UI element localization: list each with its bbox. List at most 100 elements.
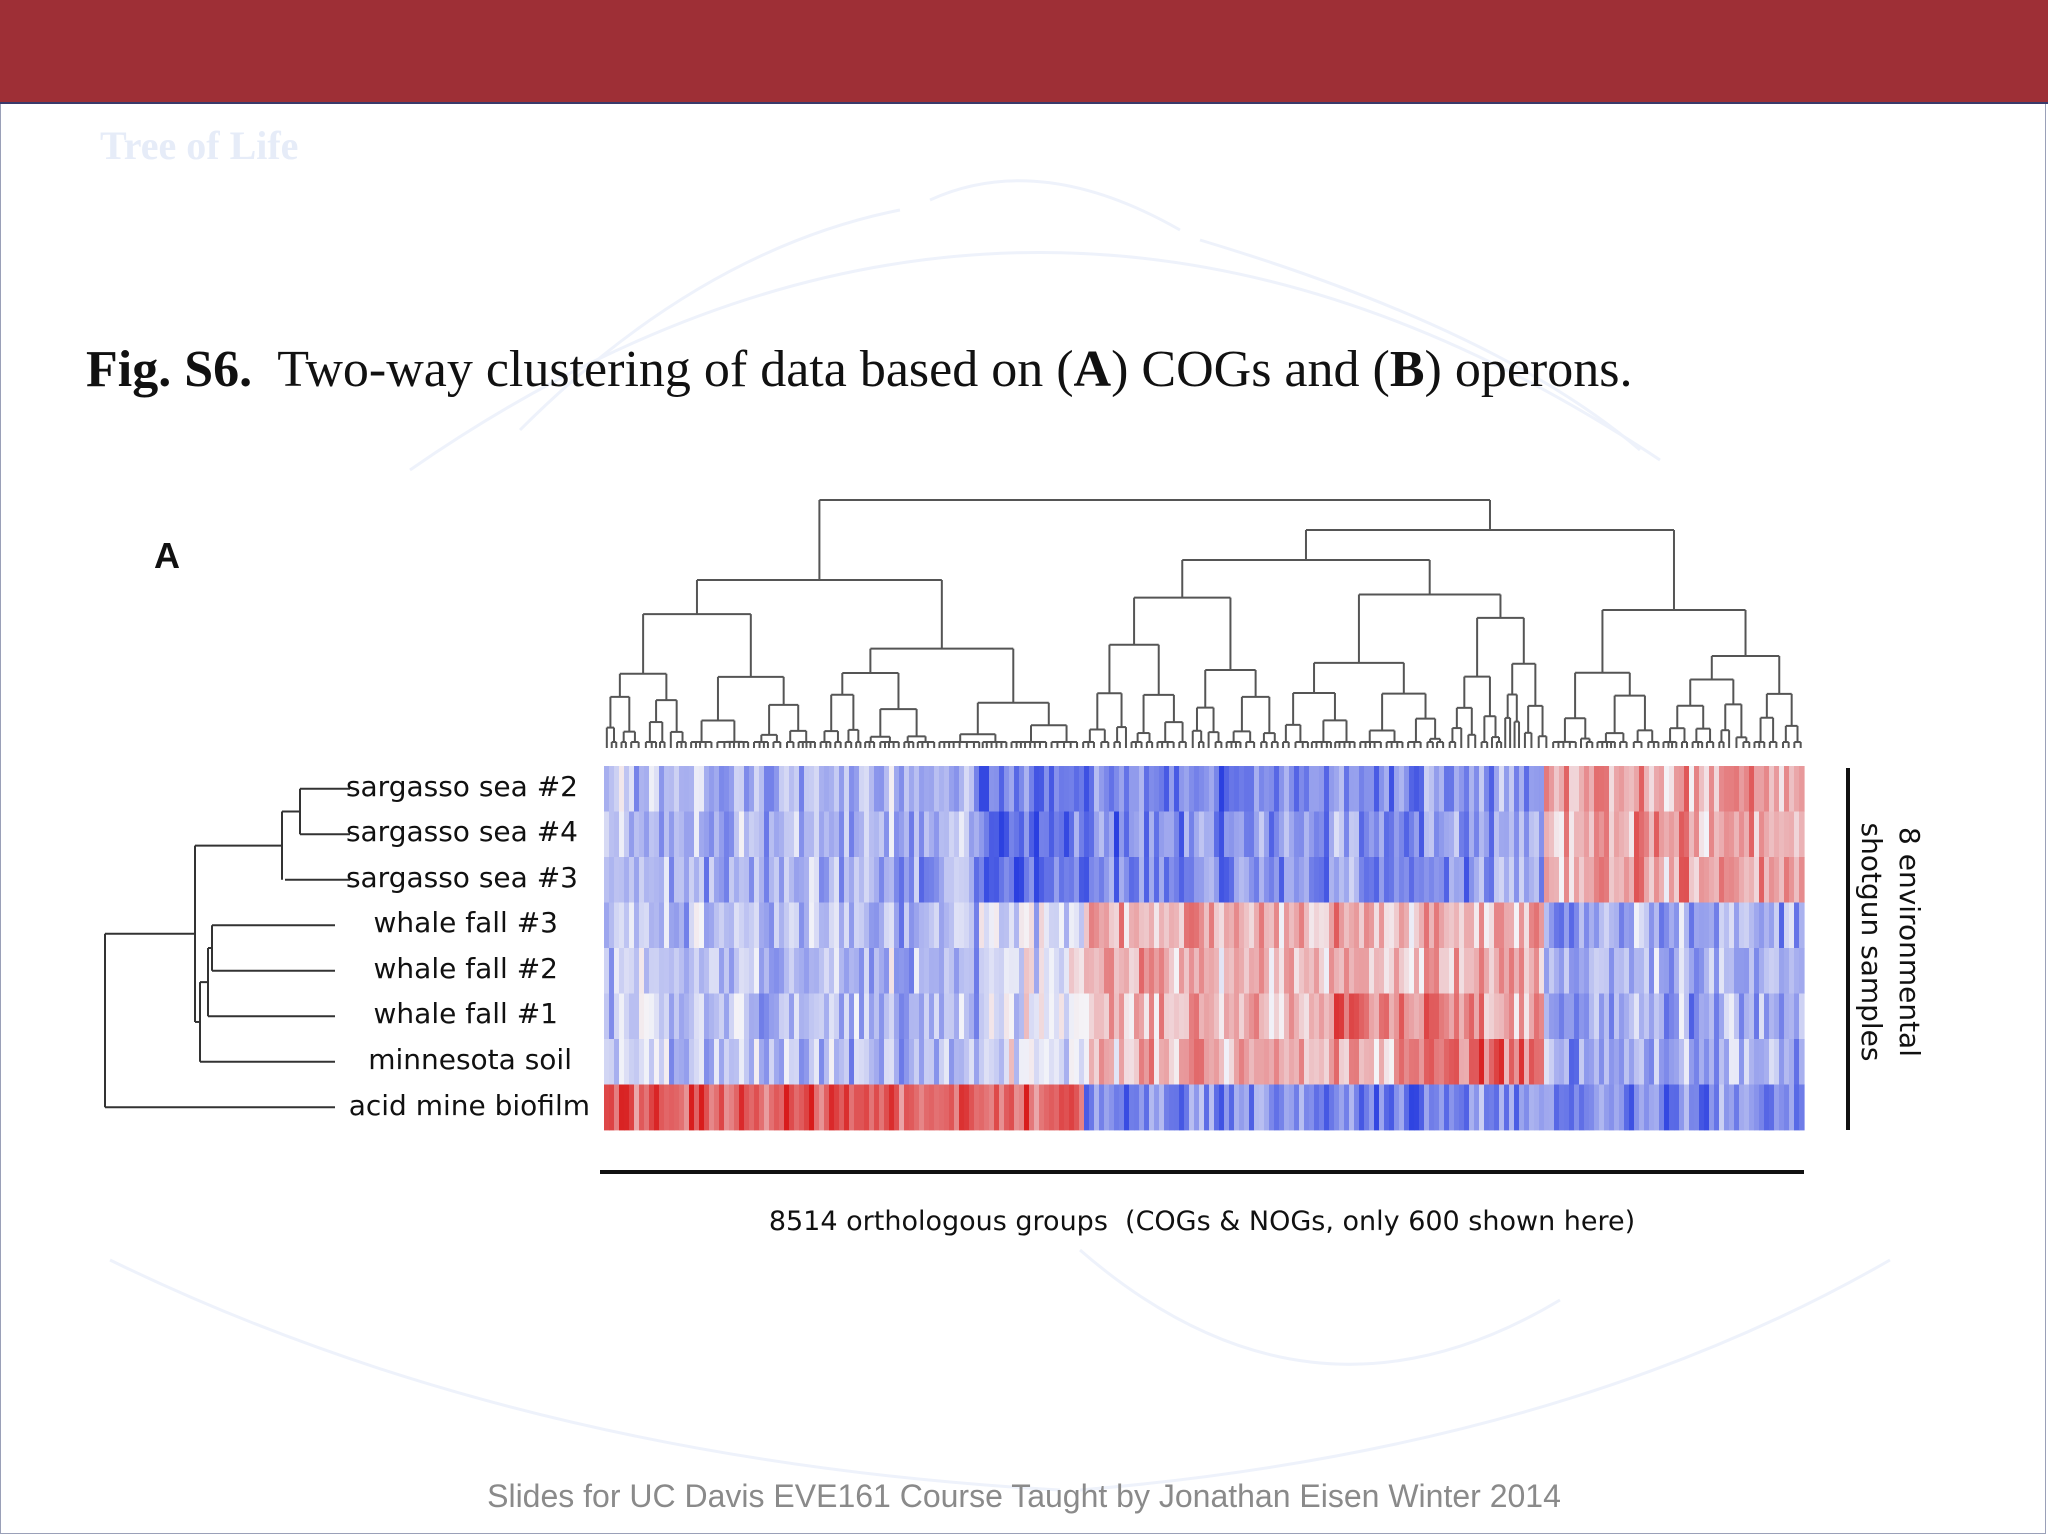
heatmap-cell [1084,1084,1090,1131]
heatmap-cell [1354,902,1360,949]
heatmap-cell [1044,811,1050,858]
heatmap-cell [969,993,975,1040]
heatmap-cell [639,1039,645,1085]
heatmap-cell [1334,902,1340,949]
heatmap-cell [1099,902,1105,949]
heatmap-cell [1694,811,1700,858]
heatmap-cell [1634,857,1640,903]
heatmap-cell [1564,857,1570,903]
heatmap-cell [784,902,790,949]
heatmap-cell [1694,857,1700,903]
heatmap-cell [1514,857,1520,903]
heatmap-cell [1674,902,1680,949]
heatmap-cell [1414,1084,1420,1131]
heatmap-cell [889,1039,895,1085]
heatmap-cell [724,766,730,812]
heatmap-cell [959,857,965,903]
heatmap-cell [659,948,665,994]
heatmap-cell [764,811,770,858]
heatmap-cell [989,811,995,858]
heatmap-cell [674,857,680,903]
heatmap-cell [709,1039,715,1085]
heatmap-cell [1489,766,1495,812]
caption-bold-b: B [1389,341,1425,398]
heatmap-cell [859,811,865,858]
heatmap-cell [1079,1039,1085,1085]
heatmap-cell [1414,948,1420,994]
heatmap-cell [1464,948,1470,994]
side-label-line-1: 8 environmental [1893,827,1926,1057]
heatmap-cell [1184,993,1190,1040]
heatmap-cell [1469,1039,1475,1085]
heatmap-cell [1519,902,1525,949]
heatmap-cell [1654,766,1660,812]
heatmap-cell [874,1039,880,1085]
heatmap-cell [1189,1039,1195,1085]
heatmap-cell [1024,1039,1030,1085]
heatmap-cell [999,1084,1005,1131]
heatmap-cell [619,857,625,903]
heatmap-cell [1524,811,1530,858]
heatmap-cell [924,902,930,949]
heatmap-cell [1319,1039,1325,1085]
heatmap-cell [1649,1039,1655,1085]
heatmap-cell [1409,811,1415,858]
heatmap-cell [1199,902,1205,949]
heatmap-cell [709,948,715,994]
heatmap-cell [989,1039,995,1085]
heatmap-cell [729,1084,735,1131]
heatmap-cell [1484,811,1490,858]
heatmap-cell [774,857,780,903]
heatmap-cell [689,948,695,994]
heatmap-cell [1659,993,1665,1040]
heatmap-cell [1154,857,1160,903]
heatmap-cell [649,1039,655,1085]
heatmap-cell [1479,948,1485,994]
heatmap-cell [1489,948,1495,994]
heatmap-cell [1014,948,1020,994]
heatmap-cell [974,857,980,903]
heatmap-cell [1554,857,1560,903]
heatmap-cell [1364,948,1370,994]
heatmap-cell [624,902,630,949]
heatmap-cell [1749,1039,1755,1085]
heatmap-cell [1414,766,1420,812]
heatmap-cell [604,948,610,994]
heatmap-cell [1459,1084,1465,1131]
heatmap-cell [1504,1039,1510,1085]
heatmap-cell [829,1039,835,1085]
heatmap-cell [1504,811,1510,858]
heatmap-cell [1689,948,1695,994]
heatmap-cell [1284,1039,1290,1085]
heatmap-cell [694,948,700,994]
heatmap-cell [1714,948,1720,994]
sample-label-whale-fall-1: whale fall #1 [374,997,558,1030]
heatmap-cell [719,766,725,812]
heatmap-cell [1159,1039,1165,1085]
heatmap-cell [1574,811,1580,858]
heatmap-cell [1189,902,1195,949]
heatmap-cell [1269,857,1275,903]
heatmap-cell [1399,811,1405,858]
heatmap-cell [1084,993,1090,1040]
heatmap-cell [1474,1084,1480,1131]
heatmap-cell [639,811,645,858]
heatmap-cell [1044,766,1050,812]
heatmap-cell [899,1084,905,1131]
heatmap-cell [879,1039,885,1085]
heatmap-cell [1129,948,1135,994]
heatmap-cell [1589,993,1595,1040]
heatmap-cell [1109,948,1115,994]
heatmap-cell [1729,766,1735,812]
heatmap-cell [1274,1084,1280,1131]
heatmap-cell [994,902,1000,949]
heatmap-cell [1024,948,1030,994]
heatmap-cell [1414,993,1420,1040]
heatmap-cell [839,857,845,903]
heatmap-cell [899,811,905,858]
heatmap-cell [1649,1084,1655,1131]
heatmap-cell [1194,1039,1200,1085]
heatmap-cell [1019,948,1025,994]
heatmap-cell [1044,1084,1050,1131]
heatmap-cell [1234,857,1240,903]
